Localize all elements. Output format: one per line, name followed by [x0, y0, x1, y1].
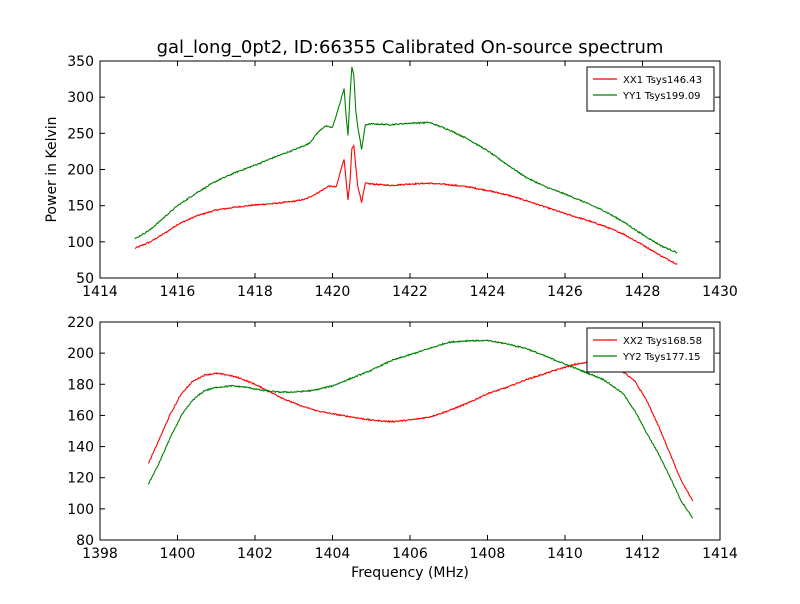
legend-label: XX1 Tsys146.43 — [623, 75, 702, 86]
x-tick-label: 1400 — [160, 546, 196, 562]
y-tick-label: 220 — [67, 315, 94, 331]
series-line-yy2 — [147, 339, 694, 519]
legend: XX2 Tsys168.58 YY2 Tsys177.15 — [586, 327, 715, 373]
x-tick-label: 1422 — [392, 284, 428, 300]
x-tick-label: 1402 — [237, 546, 273, 562]
x-axis-label: Frequency (MHz) — [351, 565, 469, 581]
legend-label: XX2 Tsys168.58 — [623, 336, 702, 347]
y-tick-label: 200 — [67, 163, 94, 179]
legend-box — [586, 327, 715, 373]
y-tick-label: 300 — [67, 90, 94, 106]
x-tick-label: 1418 — [237, 284, 273, 300]
y-tick-label: 200 — [67, 346, 94, 362]
y-tick-label: 160 — [67, 408, 94, 424]
x-tick-label: 1406 — [392, 546, 428, 562]
y-tick-label: 100 — [67, 235, 94, 251]
x-tick-label: 1408 — [470, 546, 506, 562]
y-tick-label: 50 — [76, 271, 94, 287]
x-tick-label: 1414 — [702, 546, 738, 562]
x-tick-label: 1420 — [315, 284, 351, 300]
series-line-xx1 — [134, 143, 678, 265]
figure-title: gal_long_0pt2, ID:66355 Calibrated On-so… — [157, 37, 664, 58]
x-tick-label: 1424 — [470, 284, 506, 300]
series-line-yy1 — [134, 66, 678, 254]
top-panel: 1414 1416 1418 1420 1422 1424 1426 1428 1430 50 10… — [44, 54, 738, 300]
x-tick-label: 1430 — [702, 284, 738, 300]
x-tick-label: 1414 — [82, 284, 118, 300]
x-tick-label: 1404 — [315, 546, 351, 562]
y-tick-label: 350 — [67, 54, 94, 70]
x-tick-label: 1410 — [547, 546, 583, 562]
legend-label: YY1 Tsys199.09 — [622, 91, 701, 102]
y-tick-label: 180 — [67, 377, 94, 393]
x-tick-label: 1398 — [82, 546, 118, 562]
y-tick-label: 120 — [67, 471, 94, 487]
y-tick-label: 150 — [67, 199, 94, 215]
y-tick-label: 250 — [67, 126, 94, 142]
legend: XX1 Tsys146.43 YY1 Tsys199.09 — [586, 66, 715, 112]
legend-box — [586, 66, 715, 112]
x-tick-label: 1428 — [625, 284, 661, 300]
y-tick-label: 80 — [76, 533, 94, 549]
y-tick-label: 140 — [67, 440, 94, 456]
x-tick-label: 1416 — [160, 284, 196, 300]
y-tick-label: 100 — [67, 502, 94, 518]
x-tick-label: 1426 — [547, 284, 583, 300]
y-axis-label: Power in Kelvin — [44, 116, 60, 222]
legend-label: YY2 Tsys177.15 — [622, 352, 701, 363]
bottom-panel: 1398 1400 1402 1404 1406 1408 1410 1412 1414 80 10… — [67, 315, 738, 581]
x-tick-label: 1412 — [625, 546, 661, 562]
